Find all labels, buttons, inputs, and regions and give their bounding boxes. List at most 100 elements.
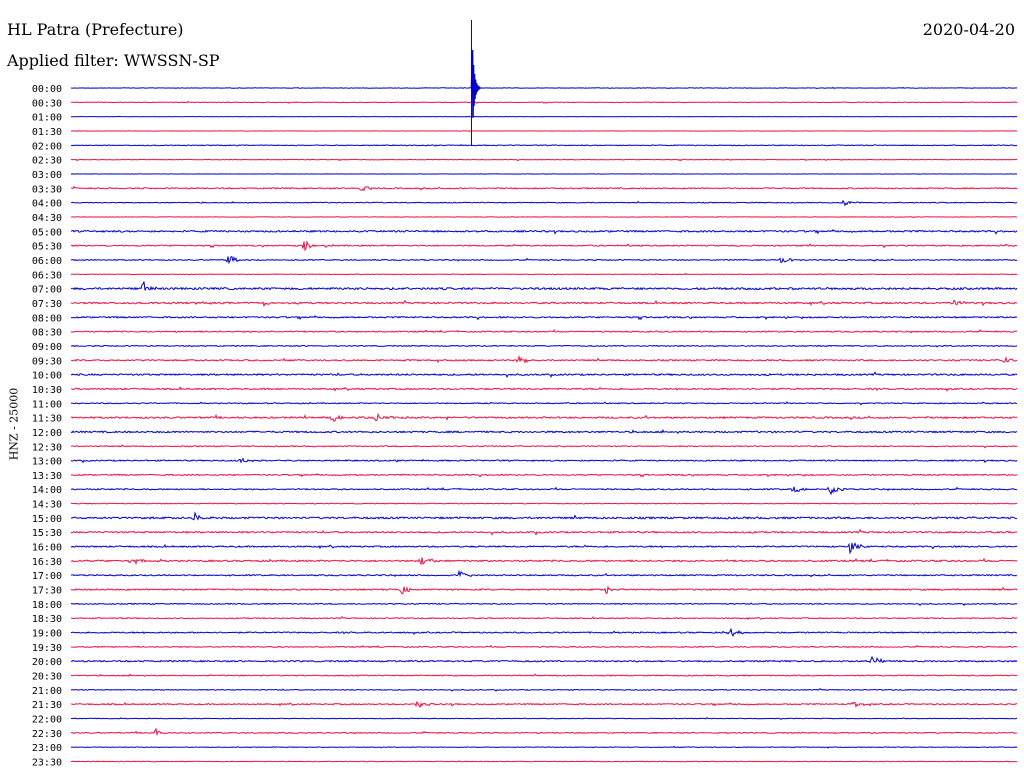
time-tick-label: 17:00 xyxy=(32,571,62,582)
trace-line-1600 xyxy=(70,542,1018,555)
time-tick-label: 00:30 xyxy=(32,98,62,109)
time-tick-label: 05:30 xyxy=(32,242,62,253)
trace-line-1930 xyxy=(70,644,1018,649)
time-tick-label: 18:00 xyxy=(32,600,62,611)
trace-line-2230 xyxy=(70,727,1018,737)
time-tick-label: 13:30 xyxy=(32,471,62,482)
trace-line-1130 xyxy=(70,412,1018,422)
time-tick-label: 22:00 xyxy=(32,715,62,726)
trace-line-1300 xyxy=(70,457,1018,464)
station-title: HL Patra (Prefecture) xyxy=(7,20,184,39)
time-tick-label: 14:00 xyxy=(32,485,62,496)
time-tick-label: 09:00 xyxy=(32,342,62,353)
trace-line-0230 xyxy=(70,158,1018,162)
time-tick-label: 22:30 xyxy=(32,729,62,740)
trace-line-2100 xyxy=(70,688,1018,692)
trace-line-0700 xyxy=(70,281,1018,291)
trace-line-0500 xyxy=(70,228,1018,235)
time-tick-label: 13:00 xyxy=(32,457,62,468)
trace-line-0630 xyxy=(70,272,1018,276)
trace-line-0100 xyxy=(71,115,1017,118)
trace-line-2030 xyxy=(70,673,1018,677)
trace-line-0030 xyxy=(71,100,1018,104)
time-tick-label: 03:00 xyxy=(32,170,62,181)
time-tick-label: 21:00 xyxy=(32,686,62,697)
trace-line-1730 xyxy=(70,585,1018,595)
trace-line-1330 xyxy=(70,473,1018,478)
date-label: 2020-04-20 xyxy=(922,20,1015,39)
time-tick-label: 12:00 xyxy=(32,428,62,439)
time-tick-label: 11:30 xyxy=(32,414,62,425)
trace-line-0900 xyxy=(70,344,1018,348)
trace-line-0000 xyxy=(70,86,1018,90)
trace-line-0730 xyxy=(70,299,1018,308)
time-tick-label: 11:00 xyxy=(32,399,62,410)
time-tick-label: 14:30 xyxy=(32,500,62,511)
event-coda xyxy=(470,49,481,118)
time-tick-label: 20:30 xyxy=(32,672,62,683)
time-tick-label: 17:30 xyxy=(32,586,62,597)
trace-line-1430 xyxy=(70,502,1017,506)
trace-line-0430 xyxy=(71,216,1017,218)
trace-line-1530 xyxy=(70,528,1018,536)
time-tick-label: 07:00 xyxy=(32,285,62,296)
trace-line-1830 xyxy=(70,616,1018,621)
time-tick-label: 02:30 xyxy=(32,156,62,167)
time-tick-label: 03:30 xyxy=(32,184,62,195)
trace-line-1230 xyxy=(70,444,1018,449)
time-tick-label: 05:00 xyxy=(32,227,62,238)
time-tick-label: 15:00 xyxy=(32,514,62,525)
trace-line-0300 xyxy=(70,173,1018,175)
trace-line-1000 xyxy=(70,371,1018,378)
time-tick-label: 12:30 xyxy=(32,442,62,453)
trace-line-1900 xyxy=(71,628,1018,637)
time-tick-label: 06:30 xyxy=(32,270,62,281)
time-tick-label: 19:30 xyxy=(32,643,62,654)
trace-line-1800 xyxy=(70,602,1018,607)
time-tick-label: 01:30 xyxy=(32,127,62,138)
trace-line-0600 xyxy=(70,256,1018,265)
trace-line-0830 xyxy=(70,329,1018,334)
trace-line-0930 xyxy=(70,354,1018,364)
time-tick-label: 19:00 xyxy=(32,629,62,640)
time-tick-label: 10:30 xyxy=(32,385,62,396)
time-tick-label: 10:00 xyxy=(32,371,62,382)
time-tick-label: 15:30 xyxy=(32,528,62,539)
time-tick-label: 20:00 xyxy=(32,657,62,668)
time-tick-label: 08:00 xyxy=(32,313,62,324)
trace-line-2200 xyxy=(71,717,1018,721)
trace-line-1700 xyxy=(70,569,1018,578)
time-tick-label: 02:00 xyxy=(32,141,62,152)
trace-line-1630 xyxy=(70,557,1018,566)
time-tick-label: 04:30 xyxy=(32,213,62,224)
time-tick-label: 16:00 xyxy=(32,543,62,554)
trace-line-0400 xyxy=(70,199,1018,207)
trace-line-0200 xyxy=(70,144,1018,147)
time-tick-label: 06:00 xyxy=(32,256,62,267)
time-tick-label: 00:00 xyxy=(32,84,62,95)
trace-line-0800 xyxy=(70,315,1018,321)
time-tick-label: 04:00 xyxy=(32,199,62,210)
time-tick-label: 16:30 xyxy=(32,557,62,568)
trace-line-1200 xyxy=(70,428,1017,434)
time-tick-label: 18:30 xyxy=(32,614,62,625)
time-tick-label: 23:30 xyxy=(32,758,62,769)
time-tick-label: 23:00 xyxy=(32,743,62,754)
trace-line-1030 xyxy=(71,386,1018,392)
trace-line-1400 xyxy=(71,486,1018,496)
trace-line-2000 xyxy=(70,655,1018,664)
trace-line-2300 xyxy=(70,745,1018,749)
time-tick-label: 07:30 xyxy=(32,299,62,310)
time-tick-label: 21:30 xyxy=(32,700,62,711)
trace-line-2330 xyxy=(71,760,1018,763)
trace-line-0330 xyxy=(70,185,1018,192)
trace-line-1100 xyxy=(70,401,1018,406)
trace-line-2130 xyxy=(70,700,1018,709)
trace-line-1500 xyxy=(70,511,1018,521)
filter-label: Applied filter: WWSSN-SP xyxy=(7,51,220,70)
time-tick-label: 01:00 xyxy=(32,113,62,124)
trace-line-0530 xyxy=(70,240,1018,252)
time-tick-label: 09:30 xyxy=(32,356,62,367)
time-tick-label: 08:30 xyxy=(32,328,62,339)
